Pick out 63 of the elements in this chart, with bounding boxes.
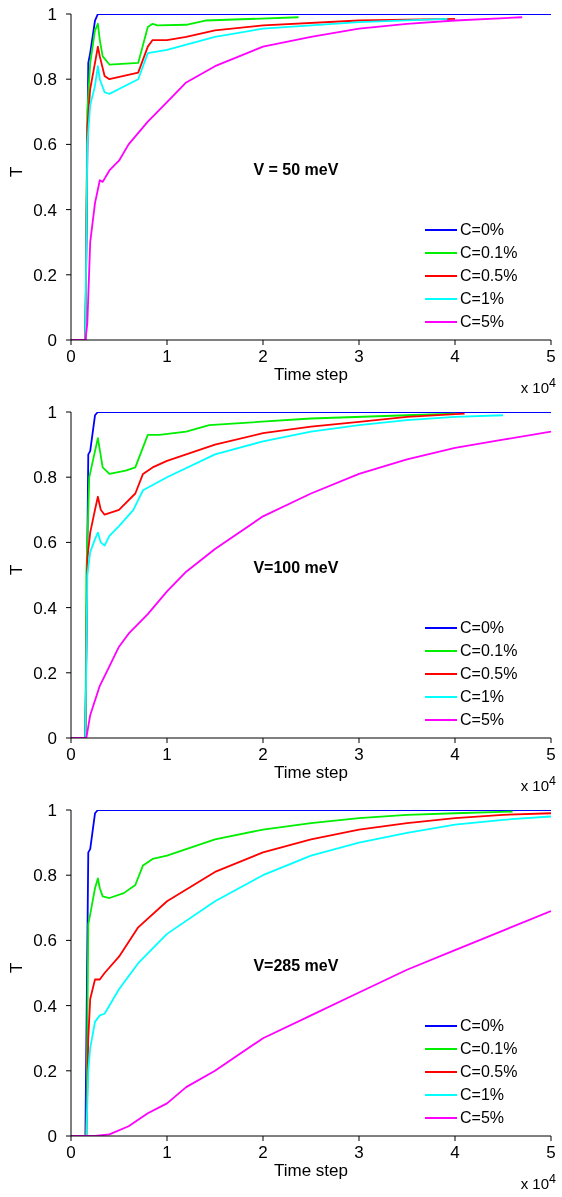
x-tick-label: 1 bbox=[162, 347, 172, 367]
x-tick-label: 3 bbox=[354, 745, 364, 765]
legend-label: C=1% bbox=[460, 289, 505, 308]
x-tick-label: 2 bbox=[258, 745, 268, 765]
y-tick-label: 0.4 bbox=[33, 598, 57, 618]
legend-label: C=0.5% bbox=[460, 266, 518, 285]
y-tick-label: 1 bbox=[47, 5, 57, 25]
legend-label: C=0% bbox=[460, 1016, 505, 1035]
y-tick-label: 0.4 bbox=[33, 200, 57, 220]
x-axis-title: Time step bbox=[273, 365, 349, 384]
x-tick-label: 3 bbox=[354, 1143, 364, 1163]
legend-label: C=5% bbox=[460, 1108, 505, 1127]
annotation: V=100 meV bbox=[253, 558, 339, 577]
y-tick-label: 0.2 bbox=[33, 663, 57, 683]
legend-label: C=0.1% bbox=[460, 1039, 518, 1058]
x-tick-label: 1 bbox=[162, 745, 172, 765]
legend-label: C=0.5% bbox=[460, 664, 518, 683]
y-tick-label: 0.2 bbox=[33, 1061, 57, 1081]
y-tick-label: 0 bbox=[47, 1127, 57, 1147]
x-tick-label: 5 bbox=[546, 1143, 556, 1163]
y-tick-label: 1 bbox=[47, 801, 57, 821]
x-tick-label: 1 bbox=[162, 1143, 172, 1163]
x-axis-title: Time step bbox=[273, 763, 349, 782]
y-axis-title: T bbox=[7, 166, 27, 177]
legend-label: C=5% bbox=[460, 710, 505, 729]
y-tick-label: 0.8 bbox=[33, 468, 57, 488]
y-tick-label: 0.4 bbox=[33, 996, 57, 1016]
y-tick-label: 0.6 bbox=[33, 931, 57, 951]
legend-label: C=5% bbox=[460, 312, 505, 331]
annotation: V=285 meV bbox=[253, 956, 339, 975]
x-tick-label: 4 bbox=[450, 347, 460, 367]
legend-label: C=0.1% bbox=[460, 641, 518, 660]
annotation: V = 50 meV bbox=[253, 160, 339, 179]
legend-label: C=1% bbox=[460, 687, 505, 706]
x-tick-label: 4 bbox=[450, 745, 460, 765]
x-tick-label: 5 bbox=[546, 745, 556, 765]
x-tick-label: 2 bbox=[258, 347, 268, 367]
y-tick-label: 0.8 bbox=[33, 70, 57, 90]
x-tick-label: 5 bbox=[546, 347, 556, 367]
legend-label: C=1% bbox=[460, 1085, 505, 1104]
y-axis-title: T bbox=[7, 962, 27, 973]
x-tick-label: 3 bbox=[354, 347, 364, 367]
legend-label: C=0% bbox=[460, 220, 505, 239]
legend-label: C=0.5% bbox=[460, 1062, 518, 1081]
y-tick-label: 0.6 bbox=[33, 135, 57, 155]
x-tick-label: 0 bbox=[66, 1143, 76, 1163]
x-axis-title: Time step bbox=[273, 1161, 349, 1180]
y-tick-label: 1 bbox=[47, 403, 57, 423]
x-tick-label: 2 bbox=[258, 1143, 268, 1163]
text: x 10$^{4}$ bbox=[520, 1172, 556, 1192]
legend-label: C=0.1% bbox=[460, 243, 518, 262]
y-tick-label: 0.6 bbox=[33, 533, 57, 553]
text: x 10$^{4}$ bbox=[520, 376, 556, 396]
x-tick-label: 0 bbox=[66, 745, 76, 765]
legend-label: C=0% bbox=[460, 618, 505, 637]
y-tick-label: 0.8 bbox=[33, 866, 57, 886]
y-axis-title: T bbox=[7, 564, 27, 575]
y-tick-label: 0 bbox=[47, 331, 57, 351]
x-tick-label: 0 bbox=[66, 347, 76, 367]
text: x 10$^{4}$ bbox=[520, 774, 556, 794]
x-tick-label: 4 bbox=[450, 1143, 460, 1163]
y-tick-label: 0 bbox=[47, 729, 57, 749]
y-tick-label: 0.2 bbox=[33, 265, 57, 285]
